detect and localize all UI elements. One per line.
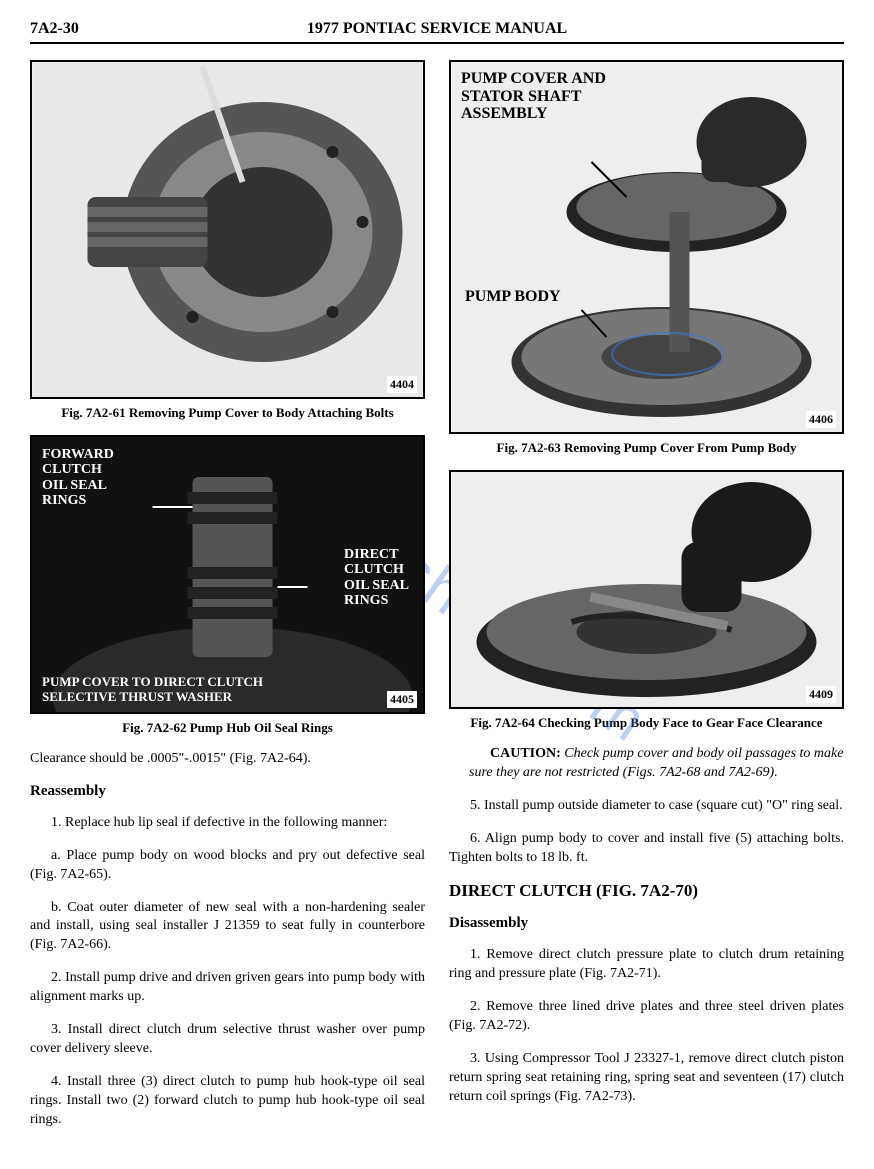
figure-7a2-61: 4404 xyxy=(30,60,425,399)
reassembly-step-2: 2. Install pump drive and driven griven … xyxy=(30,969,425,1007)
caution-block: CAUTION: Check pump cover and body oil p… xyxy=(469,745,844,783)
page-header: 7A2-30 1977 PONTIAC SERVICE MANUAL xyxy=(30,20,844,44)
figure-caption: Fig. 7A2-64 Checking Pump Body Face to G… xyxy=(449,715,844,731)
direct-clutch-heading: DIRECT CLUTCH (FIG. 7A2-70) xyxy=(449,881,844,901)
figure-label-thrust-washer: PUMP COVER TO DIRECT CLUTCH SELECTIVE TH… xyxy=(42,675,263,704)
disassembly-step-2: 2. Remove three lined drive plates and t… xyxy=(449,998,844,1036)
reassembly-step-1b: b. Coat outer diameter of new seal with … xyxy=(30,899,425,956)
reassembly-step-1a: a. Place pump body on wood blocks and pr… xyxy=(30,847,425,885)
reassembly-step-3: 3. Install direct clutch drum selective … xyxy=(30,1021,425,1059)
clearance-text: Clearance should be .0005"-.0015" (Fig. … xyxy=(30,750,425,769)
watermark-overlay xyxy=(611,332,725,376)
reassembly-step-5: 5. Install pump outside diameter to case… xyxy=(449,797,844,816)
figure-caption: Fig. 7A2-61 Removing Pump Cover to Body … xyxy=(30,405,425,421)
disassembly-step-3: 3. Using Compressor Tool J 23327-1, remo… xyxy=(449,1050,844,1107)
page: manualshive.com 7A2-30 1977 PONTIAC SERV… xyxy=(0,0,874,1169)
pump-cover-illustration xyxy=(32,62,423,397)
figure-7a2-62: FORWARD CLUTCH OIL SEAL RINGS DIRECT CLU… xyxy=(30,435,425,714)
figure-label-direct-clutch: DIRECT CLUTCH OIL SEAL RINGS xyxy=(344,547,409,609)
figure-7a2-64: 4409 xyxy=(449,470,844,709)
figure-caption: Fig. 7A2-63 Removing Pump Cover From Pum… xyxy=(449,440,844,456)
figure-label-pump-body: PUMP BODY xyxy=(465,288,561,306)
right-column: PUMP COVER AND STATOR SHAFT ASSEMBLY PUM… xyxy=(449,60,844,1139)
left-column: 4404 Fig. 7A2-61 Removing Pump Cover to … xyxy=(30,60,425,1139)
disassembly-heading: Disassembly xyxy=(449,915,844,932)
figure-corner-number: 4409 xyxy=(806,686,836,703)
page-number: 7A2-30 xyxy=(30,20,79,38)
figure-corner-number: 4404 xyxy=(387,376,417,393)
figure-caption: Fig. 7A2-62 Pump Hub Oil Seal Rings xyxy=(30,720,425,736)
checking-clearance-illustration xyxy=(451,472,842,707)
figure-corner-number: 4405 xyxy=(387,691,417,708)
reassembly-step-4: 4. Install three (3) direct clutch to pu… xyxy=(30,1073,425,1130)
figure-label-pump-cover-assembly: PUMP COVER AND STATOR SHAFT ASSEMBLY xyxy=(461,70,606,123)
reassembly-heading: Reassembly xyxy=(30,783,425,800)
figure-label-forward-clutch: FORWARD CLUTCH OIL SEAL RINGS xyxy=(42,447,114,509)
figure-7a2-63: PUMP COVER AND STATOR SHAFT ASSEMBLY PUM… xyxy=(449,60,844,434)
two-column-layout: 4404 Fig. 7A2-61 Removing Pump Cover to … xyxy=(30,60,844,1139)
figure-corner-number: 4406 xyxy=(806,411,836,428)
disassembly-step-1: 1. Remove direct clutch pressure plate t… xyxy=(449,946,844,984)
reassembly-step-1: 1. Replace hub lip seal if defective in … xyxy=(30,814,425,833)
manual-title: 1977 PONTIAC SERVICE MANUAL xyxy=(307,20,567,38)
caution-label: CAUTION: xyxy=(490,746,561,761)
reassembly-step-6: 6. Align pump body to cover and install … xyxy=(449,830,844,868)
